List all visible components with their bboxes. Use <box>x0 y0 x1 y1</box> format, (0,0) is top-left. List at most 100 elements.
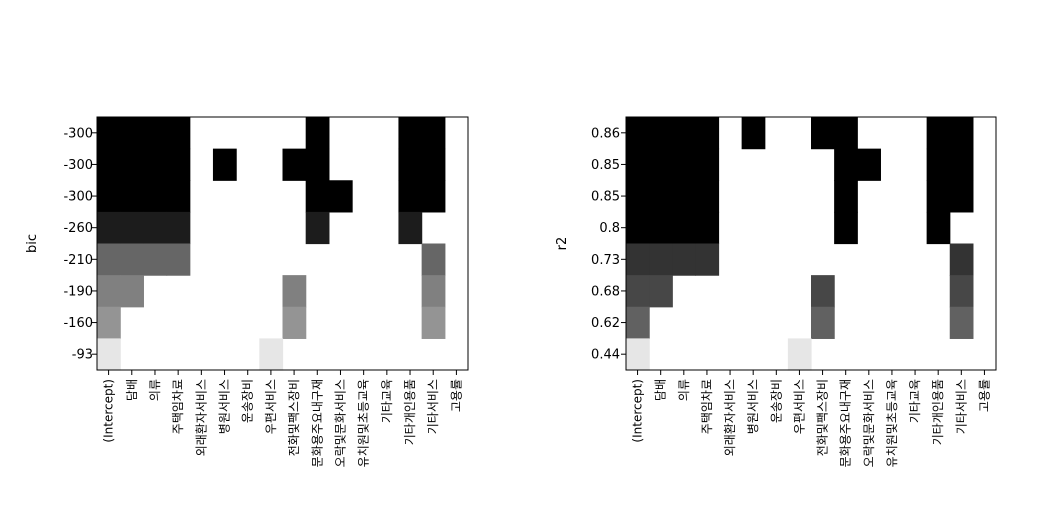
heatmap-cell <box>120 243 144 276</box>
plot-frame <box>625 116 997 371</box>
heatmap-cell <box>949 117 974 150</box>
heatmap-cell <box>811 306 835 339</box>
heatmap-cell <box>626 306 650 339</box>
heatmap-cell <box>212 148 237 181</box>
y-tick-label: 0.86 <box>591 126 620 141</box>
heatmap-cell <box>120 211 144 245</box>
heatmap-cell <box>421 180 446 213</box>
heatmap-cell <box>926 148 951 181</box>
heatmap-cell <box>398 211 423 245</box>
heatmap-cell <box>97 148 121 181</box>
heatmap-cell <box>421 275 446 308</box>
heatmap-cell <box>695 243 720 276</box>
heatmap-cell <box>398 117 423 150</box>
x-tick-label: 기타개인용품 <box>403 379 417 445</box>
x-tick-label: 전화및팩스장비 <box>287 379 301 456</box>
y-tick-label: 0.85 <box>591 190 620 205</box>
heatmap-cell <box>626 211 650 245</box>
x-tick-label: 의류 <box>677 379 691 401</box>
x-tick-label: 전화및팩스장비 <box>816 379 830 456</box>
x-tick-label: 기타서비스 <box>426 379 440 434</box>
y-tick-label: -210 <box>63 253 93 268</box>
heatmap-cell <box>421 148 446 181</box>
heatmap-cell <box>421 306 446 339</box>
heatmap-cell <box>834 211 858 245</box>
heatmap-cell <box>421 117 446 150</box>
heatmap-cell <box>811 117 835 150</box>
heatmap-cell <box>626 338 650 371</box>
y-tick-label: 0.73 <box>591 253 620 268</box>
y-tick-label: -300 <box>63 158 93 173</box>
heatmap-cell <box>672 117 696 150</box>
heatmap-cell <box>672 243 696 276</box>
r2-heatmap-panel: 0.86 0.85 0.85 0.8 0.73 0.68 0.62 0.44 r2 (Interc… <box>555 116 997 467</box>
heatmap-cell <box>282 306 307 339</box>
heatmap-cell <box>626 243 650 276</box>
heatmap-cell <box>305 211 330 245</box>
heatmap-cell <box>834 117 858 150</box>
heatmap-cell <box>949 148 974 181</box>
heatmap-cell <box>305 148 330 181</box>
heatmap-cell <box>120 275 144 308</box>
heatmap-cell <box>787 338 812 371</box>
heatmap-cell <box>97 243 121 276</box>
heatmap-cell <box>305 117 330 150</box>
x-tick-label: 고용률 <box>977 379 991 412</box>
heatmap-cell <box>695 148 720 181</box>
heatmap-cell <box>926 180 951 213</box>
x-tick-label: 유치원및초등교육 <box>357 379 371 467</box>
heatmap-cell <box>282 275 307 308</box>
heatmap-cell <box>259 338 284 371</box>
x-tick-label: 오락및문화서비스 <box>862 379 876 467</box>
heatmap-cell <box>166 148 191 181</box>
x-tick-label: 병원서비스 <box>218 379 232 434</box>
heatmap-cell <box>926 117 951 150</box>
x-tick-label: 우편서비스 <box>264 379 278 434</box>
heatmap-cell <box>949 275 974 308</box>
y-tick-label: -300 <box>63 190 93 205</box>
heatmap-cell <box>626 275 650 308</box>
y-axis-label: r2 <box>555 237 570 251</box>
heatmap-cell <box>949 306 974 339</box>
heatmap-cell <box>421 243 446 276</box>
heatmap-cell <box>143 211 168 245</box>
x-tick-label: 기타개인용품 <box>931 379 945 445</box>
heatmap-cell <box>834 148 858 181</box>
x-tick-label: 기타교육 <box>908 379 922 423</box>
x-tick-label: 담배 <box>654 379 668 401</box>
heatmap-cell <box>97 117 121 150</box>
x-tick-label: 우편서비스 <box>792 379 806 434</box>
heatmap-cell <box>305 180 330 213</box>
x-tick-label: 문화용주요내구재 <box>310 379 324 467</box>
heatmap-cell <box>741 117 766 150</box>
heatmap-cell <box>695 180 720 213</box>
heatmap-cell <box>97 180 121 213</box>
heatmap-cell <box>834 180 858 213</box>
heatmap-cell <box>120 180 144 213</box>
heatmap-cell <box>649 117 673 150</box>
x-tick-label: (Intercept) <box>102 379 116 443</box>
heatmap-cell <box>143 117 168 150</box>
heatmap-cell <box>328 180 353 213</box>
heatmap-cell <box>649 211 673 245</box>
heatmap-cell <box>120 148 144 181</box>
heatmap-cell <box>649 148 673 181</box>
heatmap-cell <box>97 211 121 245</box>
heatmap-cell <box>857 148 881 181</box>
heatmap-cell <box>672 148 696 181</box>
heatmap-cell <box>143 180 168 213</box>
heatmap-cell <box>166 180 191 213</box>
heatmap-cell <box>949 180 974 213</box>
x-tick-label: 문화용주요내구재 <box>839 379 853 467</box>
x-tick-label: 고용률 <box>449 379 463 412</box>
heatmap-cell <box>649 243 673 276</box>
y-tick-label: 0.8 <box>599 221 620 236</box>
y-tick-label: 0.44 <box>591 348 620 363</box>
x-tick-label: 오락및문화서비스 <box>333 379 347 467</box>
heatmap-cell <box>695 117 720 150</box>
heatmap-cell <box>398 148 423 181</box>
heatmap-cell <box>282 148 307 181</box>
x-tick-label: 담배 <box>125 379 139 401</box>
heatmap-cell <box>143 148 168 181</box>
